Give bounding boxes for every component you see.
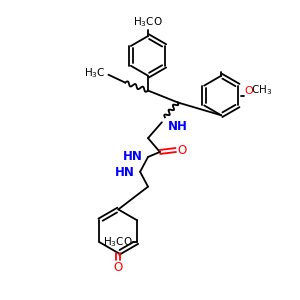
Text: O: O bbox=[114, 261, 123, 274]
Text: H$_3$C: H$_3$C bbox=[84, 66, 105, 80]
Text: H$_3$CO: H$_3$CO bbox=[103, 235, 132, 249]
Text: NH: NH bbox=[168, 120, 188, 133]
Text: HN: HN bbox=[115, 166, 135, 179]
Text: H$_3$CO: H$_3$CO bbox=[133, 15, 163, 29]
Text: HN: HN bbox=[123, 150, 143, 164]
Text: O: O bbox=[178, 143, 187, 157]
Text: O: O bbox=[244, 85, 253, 96]
Text: CH$_3$: CH$_3$ bbox=[251, 84, 272, 98]
